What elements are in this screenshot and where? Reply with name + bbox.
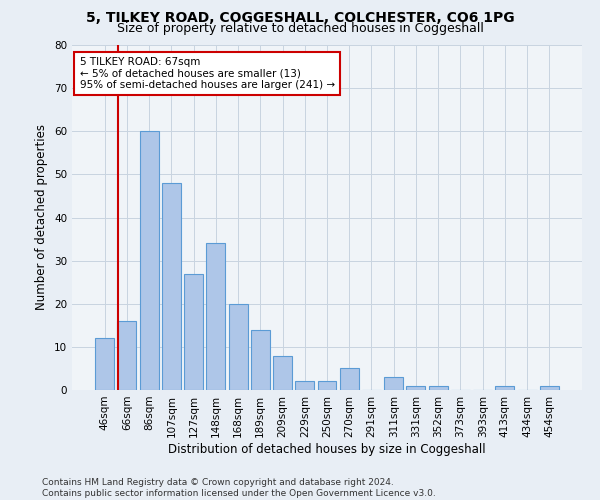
Bar — [140, 131, 158, 390]
Bar — [540, 386, 559, 390]
Bar — [251, 330, 270, 390]
Bar — [429, 386, 448, 390]
Bar — [229, 304, 248, 390]
Bar — [162, 183, 181, 390]
Bar — [184, 274, 203, 390]
Bar — [95, 338, 114, 390]
Bar — [406, 386, 425, 390]
Bar — [273, 356, 292, 390]
X-axis label: Distribution of detached houses by size in Coggeshall: Distribution of detached houses by size … — [168, 442, 486, 456]
Text: 5, TILKEY ROAD, COGGESHALL, COLCHESTER, CO6 1PG: 5, TILKEY ROAD, COGGESHALL, COLCHESTER, … — [86, 11, 514, 25]
Text: Contains HM Land Registry data © Crown copyright and database right 2024.
Contai: Contains HM Land Registry data © Crown c… — [42, 478, 436, 498]
Bar — [340, 368, 359, 390]
Bar — [384, 377, 403, 390]
Y-axis label: Number of detached properties: Number of detached properties — [35, 124, 49, 310]
Text: 5 TILKEY ROAD: 67sqm
← 5% of detached houses are smaller (13)
95% of semi-detach: 5 TILKEY ROAD: 67sqm ← 5% of detached ho… — [80, 57, 335, 90]
Bar — [496, 386, 514, 390]
Bar — [295, 382, 314, 390]
Text: Size of property relative to detached houses in Coggeshall: Size of property relative to detached ho… — [116, 22, 484, 35]
Bar — [206, 244, 225, 390]
Bar — [317, 382, 337, 390]
Bar — [118, 321, 136, 390]
